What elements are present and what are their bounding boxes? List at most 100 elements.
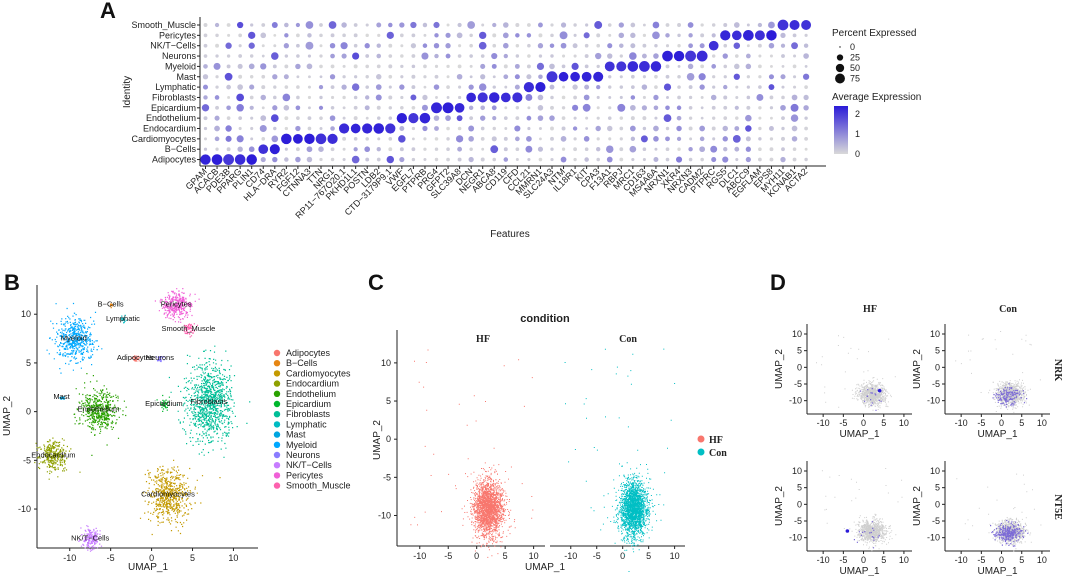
dot-mark bbox=[758, 126, 762, 131]
dot-mark bbox=[722, 136, 728, 142]
dot-mark bbox=[203, 137, 208, 141]
dot-mark bbox=[200, 154, 211, 165]
dot-mark bbox=[688, 126, 693, 131]
b-y-title: UMAP_2 bbox=[2, 396, 13, 436]
dot-mark bbox=[722, 125, 728, 132]
dot-mark bbox=[411, 147, 416, 152]
dot-mark bbox=[203, 116, 208, 121]
legend-label: Endothelium bbox=[286, 389, 336, 399]
dot-mark bbox=[685, 50, 697, 62]
dot-mark bbox=[708, 40, 719, 51]
dot-mark bbox=[571, 62, 579, 70]
dot-mark bbox=[248, 146, 255, 153]
dot-mark bbox=[236, 104, 244, 112]
identity-label: Endothelium bbox=[146, 113, 196, 123]
dot-mark bbox=[642, 75, 646, 79]
d-x-tick-label: -5 bbox=[839, 418, 847, 428]
dot-mark bbox=[400, 75, 404, 79]
panel-letter-b: B bbox=[4, 270, 20, 295]
dot-mark bbox=[446, 85, 450, 89]
dot-mark bbox=[342, 136, 347, 141]
dot-mark bbox=[201, 104, 210, 112]
dot-mark bbox=[386, 31, 394, 39]
dot-mark bbox=[306, 63, 313, 70]
dot-mark bbox=[665, 147, 670, 152]
dot-mark bbox=[446, 126, 450, 131]
dot-mark bbox=[654, 74, 658, 79]
legend-label: Endocardium bbox=[286, 379, 339, 389]
dot-mark bbox=[238, 74, 243, 79]
dot-mark bbox=[388, 43, 393, 48]
dot-mark bbox=[480, 115, 486, 121]
dot-mark bbox=[340, 42, 348, 50]
dot-mark bbox=[215, 147, 219, 151]
dot-mark bbox=[539, 137, 542, 141]
legend-swatch bbox=[273, 482, 281, 489]
size-legend-label: 50 bbox=[850, 63, 860, 73]
dot-mark bbox=[456, 32, 463, 39]
dot-mark bbox=[466, 92, 476, 103]
dot-mark bbox=[630, 32, 636, 39]
dot-mark bbox=[308, 75, 311, 79]
dot-mark bbox=[594, 21, 603, 29]
dot-mark bbox=[319, 54, 323, 58]
dot-mark bbox=[214, 95, 220, 100]
dot-mark bbox=[386, 155, 395, 164]
dot-mark bbox=[746, 75, 750, 79]
dot-mark bbox=[480, 126, 485, 131]
dot-mark bbox=[515, 147, 520, 152]
dot-mark bbox=[468, 125, 475, 132]
dot-mark bbox=[654, 147, 658, 151]
dot-mark bbox=[677, 95, 681, 100]
dot-mark bbox=[503, 64, 508, 69]
dot-mark bbox=[342, 95, 346, 100]
dot-mark bbox=[746, 23, 750, 27]
dot-mark bbox=[618, 22, 624, 28]
dot-mark bbox=[631, 157, 635, 162]
dot-mark bbox=[421, 104, 428, 111]
dot-mark bbox=[604, 61, 615, 72]
dot-mark bbox=[480, 63, 486, 69]
dot-mark bbox=[446, 137, 450, 141]
dot-mark bbox=[388, 85, 392, 89]
dot-mark bbox=[734, 126, 740, 131]
dot-mark bbox=[710, 94, 717, 101]
dot-mark bbox=[527, 23, 531, 27]
dot-mark bbox=[422, 125, 428, 132]
dot-mark bbox=[607, 53, 613, 59]
d-x-tick-label: 10 bbox=[899, 555, 909, 565]
dot-mark bbox=[433, 115, 440, 121]
dot-mark bbox=[376, 64, 381, 69]
dot-mark bbox=[480, 157, 485, 162]
dot-mark bbox=[712, 137, 716, 141]
dot-mark bbox=[318, 105, 324, 110]
umap-clusters-panel: UMAP_2 UMAP_1 -10 -5 0 5 10 -10 -5 0 5 10 Adipocy… bbox=[2, 285, 351, 573]
d-x-tick-label: 5 bbox=[1019, 555, 1024, 565]
dot-mark bbox=[525, 145, 533, 153]
d-x-title: UMAP_1 bbox=[839, 429, 879, 440]
dot-mark bbox=[630, 136, 636, 142]
dot-mark bbox=[330, 157, 335, 162]
dot-mark bbox=[319, 116, 323, 120]
d-x-title: UMAP_1 bbox=[977, 566, 1017, 576]
dot-mark bbox=[423, 75, 427, 79]
dot-mark bbox=[572, 104, 579, 111]
dot-mark bbox=[758, 75, 762, 79]
c-points-con bbox=[564, 348, 676, 572]
dot-mark bbox=[677, 43, 681, 48]
dot-mark bbox=[758, 54, 762, 58]
dot-mark bbox=[514, 125, 521, 132]
dot-mark bbox=[630, 95, 636, 100]
dot-mark bbox=[595, 125, 601, 132]
dot-mark bbox=[468, 105, 474, 111]
dot-mark bbox=[631, 85, 635, 89]
dot-mark bbox=[434, 33, 439, 38]
d-x-tick-label: 0 bbox=[861, 418, 866, 428]
color-legend-label: 2 bbox=[855, 109, 860, 119]
dot-mark bbox=[225, 135, 232, 142]
dot-mark bbox=[399, 84, 405, 90]
d-y-tick-label: 0 bbox=[935, 499, 940, 509]
dot-mark bbox=[246, 154, 257, 165]
dot-mark bbox=[410, 21, 417, 29]
c-x-tick-label: 10 bbox=[529, 551, 539, 561]
